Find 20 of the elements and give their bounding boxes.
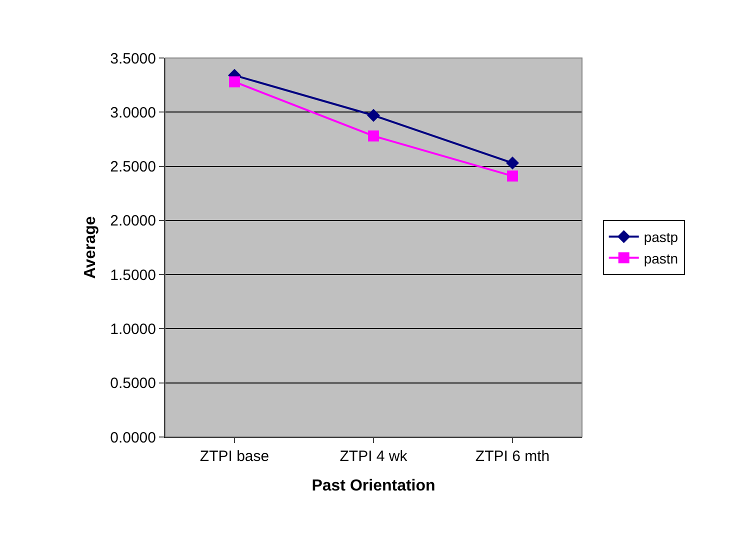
y-tick-label: 0.5000 — [110, 375, 156, 392]
y-tick-label: 0.0000 — [110, 429, 156, 446]
point — [507, 170, 518, 182]
legend-label: pastp — [644, 229, 678, 246]
legend-label: pastn — [644, 250, 678, 266]
y-axis-title: Average — [82, 216, 100, 279]
y-tick-label: 3.0000 — [110, 104, 156, 122]
point — [367, 108, 380, 122]
y-tick-label: 2.0000 — [110, 212, 156, 230]
x-tick-label: ZTPI 6 mth — [475, 448, 550, 465]
x-axis-title: Past Orientation — [312, 478, 436, 495]
x-tick-label: ZTPI base — [200, 448, 270, 465]
x-tick-label: ZTPI 4 wk — [340, 448, 408, 465]
y-tick-label: 2.5000 — [110, 158, 156, 176]
y-tick-label: 1.5000 — [110, 266, 156, 284]
y-tick-label: 3.5000 — [110, 50, 156, 68]
point — [506, 156, 519, 170]
point — [368, 130, 379, 142]
point — [229, 76, 240, 88]
y-tick-label: 1.0000 — [110, 320, 156, 338]
